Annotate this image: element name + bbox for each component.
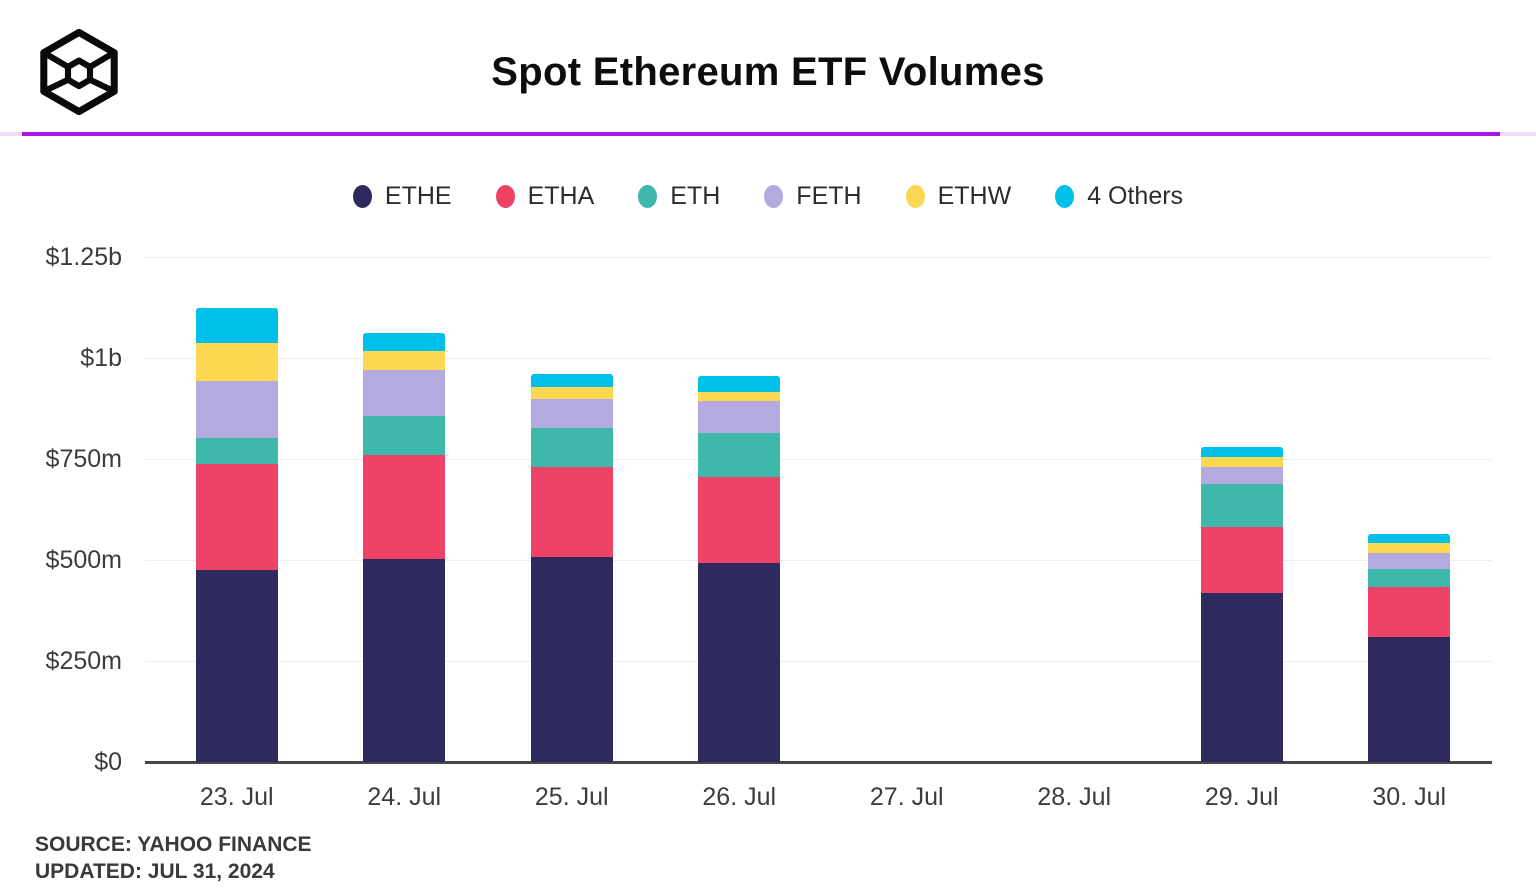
purple-divider-bright: [22, 132, 1500, 136]
bar-segment-etha-25-jul: [530, 467, 613, 558]
legend-dot-feth-icon: [764, 185, 784, 208]
bar-segment-feth-24-jul: [363, 370, 446, 417]
y-axis-tick--0: $0: [94, 748, 122, 776]
x-axis-label-23-jul: 23. Jul: [199, 783, 274, 811]
legend-dot-eth-icon: [638, 185, 658, 208]
bar-segment-eth-29-jul: [1200, 484, 1283, 527]
bar-segment-ethe-29-jul: [1200, 593, 1283, 762]
gridline--500m: [145, 559, 1492, 561]
x-axis-label-25-jul: 25. Jul: [534, 783, 609, 811]
gridline--750m: [145, 458, 1492, 460]
bar-segment-ethw-30-jul: [1368, 543, 1451, 554]
legend-dot-4-others-icon: [1055, 185, 1075, 208]
legend-item-ethe: ETHE: [352, 182, 452, 211]
legend-item-eth: ETH: [638, 182, 720, 211]
chart-footer: SOURCE: YAHOO FINANCE UPDATED: JUL 31, 2…: [35, 831, 312, 885]
bar-segment-etha-23-jul: [195, 463, 278, 571]
bar-segment-eth-25-jul: [530, 427, 613, 468]
x-axis-label-26-jul: 26. Jul: [702, 783, 777, 811]
bar-segment-ethw-29-jul: [1200, 456, 1283, 468]
chart-legend: ETHE ETHA ETH FETH ETHW 4 Others: [0, 182, 1536, 211]
legend-dot-etha-icon: [495, 185, 515, 208]
bar-segment-feth-26-jul: [698, 400, 781, 434]
bar-segment-ethe-23-jul: [195, 570, 278, 762]
x-axis-line: [145, 760, 1492, 764]
bar-segment-ethe-25-jul: [530, 557, 613, 762]
bar-segment-etha-30-jul: [1368, 587, 1451, 638]
y-axis-tick--500m: $500m: [45, 546, 122, 574]
bar-segment-feth-25-jul: [530, 399, 613, 428]
y-axis-tick--1b: $1b: [80, 344, 122, 372]
legend-label-feth: FETH: [796, 182, 862, 210]
legend-label-etha: ETHA: [527, 182, 595, 210]
legend-dot-ethw-icon: [905, 185, 925, 208]
legend-item-4-others: 4 Others: [1055, 182, 1183, 211]
wireframe-cube-logo-icon: [40, 28, 118, 116]
bar-segment-ethe-26-jul: [698, 562, 781, 762]
y-axis-tick--250m: $250m: [45, 647, 122, 675]
x-axis-label-27-jul: 27. Jul: [869, 783, 944, 811]
legend-item-feth: FETH: [764, 182, 862, 211]
source-text: SOURCE: YAHOO FINANCE: [35, 833, 312, 856]
x-axis-label-24-jul: 24. Jul: [367, 783, 442, 811]
bar-segment-4-others-26-jul: [698, 376, 781, 392]
legend-label-4-others: 4 Others: [1087, 182, 1184, 210]
legend-dot-ethe-icon: [352, 185, 372, 208]
y-axis-tick--750m: $750m: [45, 445, 122, 473]
x-axis-label-29-jul: 29. Jul: [1204, 783, 1279, 811]
gridline--1b: [145, 357, 1492, 359]
bar-segment-feth-29-jul: [1200, 467, 1283, 485]
gridline--250m: [145, 660, 1492, 662]
bar-segment-4-others-24-jul: [363, 332, 446, 352]
bar-segment-4-others-23-jul: [195, 307, 278, 344]
legend-item-etha: ETHA: [495, 182, 595, 211]
bar-segment-ethw-24-jul: [363, 351, 446, 371]
legend-label-ethe: ETHE: [384, 182, 452, 210]
legend-item-ethw: ETHW: [905, 182, 1012, 211]
bar-segment-ethe-24-jul: [363, 559, 446, 762]
gridline--1-25b: [145, 256, 1492, 258]
bar-segment-ethe-30-jul: [1368, 637, 1451, 762]
bar-segment-etha-24-jul: [363, 454, 446, 560]
legend-label-ethw: ETHW: [937, 182, 1012, 210]
bar-segment-ethw-23-jul: [195, 343, 278, 382]
bar-segment-eth-30-jul: [1368, 568, 1451, 588]
y-axis-tick--1-25b: $1.25b: [45, 243, 122, 271]
bar-segment-ethw-26-jul: [698, 391, 781, 401]
x-axis-label-28-jul: 28. Jul: [1037, 783, 1112, 811]
bar-segment-eth-24-jul: [363, 416, 446, 455]
bar-segment-eth-23-jul: [195, 437, 278, 464]
bar-segment-etha-26-jul: [698, 477, 781, 563]
page-title: Spot Ethereum ETF Volumes: [491, 50, 1045, 94]
x-axis-label-30-jul: 30. Jul: [1372, 783, 1447, 811]
bar-segment-ethw-25-jul: [530, 387, 613, 400]
bar-segment-4-others-25-jul: [530, 374, 613, 388]
bar-segment-4-others-29-jul: [1200, 446, 1283, 457]
bar-segment-4-others-30-jul: [1368, 534, 1451, 544]
updated-text: UPDATED: JUL 31, 2024: [35, 860, 275, 883]
bar-segment-feth-23-jul: [195, 381, 278, 438]
purple-divider: [0, 132, 1536, 136]
bar-segment-etha-29-jul: [1200, 526, 1283, 594]
bar-segment-feth-30-jul: [1368, 553, 1451, 569]
legend-label-eth: ETH: [670, 182, 721, 210]
bar-segment-eth-26-jul: [698, 433, 781, 478]
